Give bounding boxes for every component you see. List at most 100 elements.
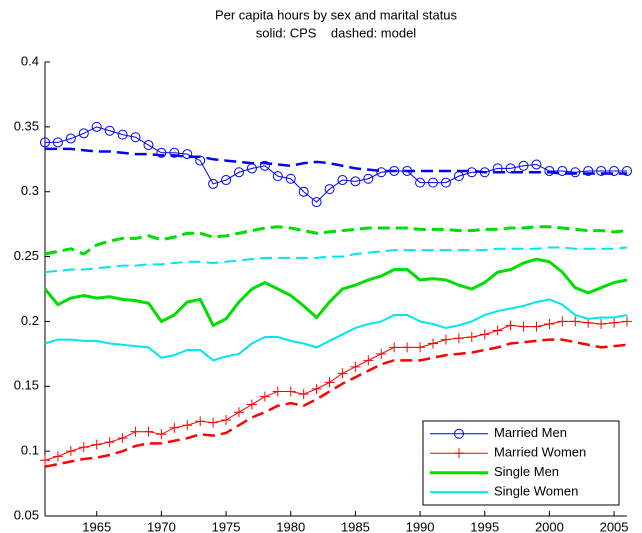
marker bbox=[428, 338, 438, 349]
marker bbox=[415, 342, 426, 353]
x-tick-label: 1985 bbox=[341, 519, 370, 533]
marker bbox=[454, 428, 464, 439]
marker bbox=[505, 163, 516, 174]
marker bbox=[259, 160, 270, 171]
marker bbox=[415, 177, 426, 188]
marker bbox=[65, 446, 76, 457]
marker bbox=[234, 167, 244, 178]
line bbox=[44, 298, 628, 362]
marker bbox=[130, 426, 141, 437]
marker bbox=[117, 433, 128, 444]
marker bbox=[169, 422, 180, 433]
legend: Married Men Married Women Single Men Single… bbox=[422, 420, 620, 506]
marker bbox=[104, 125, 115, 136]
marker bbox=[234, 407, 244, 418]
x-tick-label: 1990 bbox=[406, 519, 435, 533]
marker bbox=[311, 383, 322, 394]
y-tick-label: 0.25 bbox=[14, 248, 39, 263]
marker bbox=[259, 391, 270, 402]
series bbox=[45, 147, 627, 175]
chart-subtitle: solid: CPS dashed: model bbox=[256, 25, 417, 40]
legend-label: Married Women bbox=[494, 445, 586, 460]
marker bbox=[363, 355, 374, 366]
marker bbox=[311, 197, 322, 208]
line bbox=[44, 246, 628, 274]
marker bbox=[596, 165, 607, 176]
marker bbox=[52, 137, 63, 148]
legend-label: Single Men bbox=[494, 464, 559, 479]
y-tick-label: 0.05 bbox=[14, 507, 39, 522]
marker bbox=[324, 377, 335, 388]
marker bbox=[195, 416, 206, 427]
marker bbox=[104, 437, 115, 448]
x-tick-label: 1965 bbox=[82, 519, 111, 533]
x-tick-label: 1975 bbox=[212, 519, 241, 533]
marker bbox=[298, 389, 309, 400]
series bbox=[43, 257, 628, 328]
marker bbox=[40, 137, 50, 148]
y-tick-label: 0.35 bbox=[14, 118, 39, 133]
line bbox=[45, 126, 627, 203]
marker bbox=[78, 128, 89, 139]
y-tick-label: 0.4 bbox=[21, 53, 39, 68]
marker bbox=[272, 386, 283, 397]
legend-label: Married Men bbox=[494, 425, 567, 440]
y-tick-label: 0.15 bbox=[14, 378, 39, 393]
x-tick-label: 2005 bbox=[600, 519, 629, 533]
x-tick-label: 1995 bbox=[470, 519, 499, 533]
marker bbox=[182, 420, 193, 431]
marker bbox=[440, 334, 451, 345]
marker bbox=[440, 177, 451, 188]
line bbox=[43, 257, 628, 328]
marker bbox=[544, 319, 555, 330]
marker bbox=[78, 442, 89, 453]
marker bbox=[91, 439, 102, 450]
x-tick-label: 2000 bbox=[535, 519, 564, 533]
marker bbox=[208, 417, 219, 428]
marker bbox=[531, 321, 542, 332]
y-tick-label: 0.3 bbox=[21, 183, 39, 198]
marker bbox=[169, 147, 180, 158]
marker bbox=[221, 415, 232, 426]
line bbox=[44, 320, 628, 461]
marker bbox=[272, 171, 283, 182]
marker bbox=[596, 319, 607, 330]
marker bbox=[91, 121, 102, 132]
marker bbox=[570, 167, 581, 178]
marker bbox=[208, 178, 219, 189]
marker bbox=[609, 317, 620, 328]
marker bbox=[40, 455, 50, 466]
series bbox=[44, 225, 628, 256]
marker bbox=[52, 451, 63, 462]
marker bbox=[156, 147, 167, 158]
marker bbox=[570, 316, 581, 327]
series bbox=[40, 316, 632, 466]
marker bbox=[246, 399, 257, 410]
legend-box bbox=[422, 420, 620, 506]
series bbox=[40, 121, 632, 208]
marker bbox=[350, 361, 361, 372]
marker bbox=[130, 132, 141, 143]
marker bbox=[285, 386, 296, 397]
x-tick-label: 1970 bbox=[147, 519, 176, 533]
marker bbox=[376, 348, 387, 359]
chart-title: Per capita hours by sex and marital stat… bbox=[215, 7, 458, 22]
marker bbox=[65, 133, 76, 144]
y-tick-label: 0.2 bbox=[21, 313, 39, 328]
marker bbox=[324, 184, 335, 195]
marker bbox=[557, 165, 568, 176]
marker bbox=[221, 175, 232, 186]
marker bbox=[363, 173, 374, 184]
marker bbox=[454, 448, 464, 459]
x-tick-label: 1980 bbox=[276, 519, 305, 533]
marker bbox=[337, 175, 348, 186]
marker bbox=[337, 368, 348, 379]
marker bbox=[466, 331, 477, 342]
marker bbox=[505, 320, 516, 331]
marker bbox=[479, 329, 490, 340]
marker bbox=[350, 176, 361, 187]
series bbox=[44, 338, 628, 468]
marker bbox=[182, 149, 193, 160]
marker bbox=[402, 342, 413, 353]
